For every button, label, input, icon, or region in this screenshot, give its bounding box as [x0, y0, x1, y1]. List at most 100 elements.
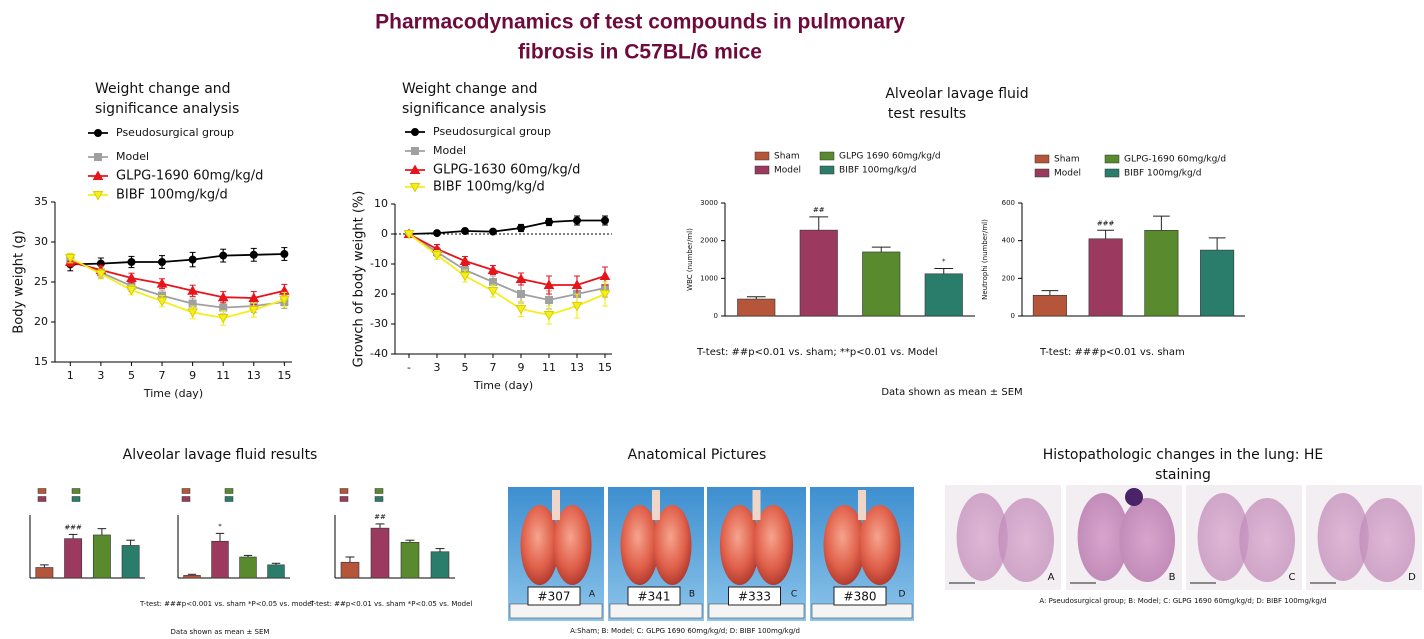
point: [95, 270, 107, 280]
x-tick-label: 7: [490, 361, 497, 374]
annotation: *: [218, 522, 222, 530]
legend-swatch: [224, 488, 234, 494]
bar: [737, 298, 776, 317]
point: [280, 250, 289, 258]
bar: [924, 273, 963, 317]
legend-label: BIBF 100mg/kg/d: [433, 180, 545, 195]
y-tick-label: 0: [714, 312, 718, 320]
chart-title: significance analysis: [402, 101, 546, 117]
bar: [799, 229, 838, 317]
legend-marker: [94, 129, 102, 137]
chart-title: Weight change and: [402, 81, 538, 97]
x-tick-label: 3: [434, 361, 441, 374]
footnote: T-test: ##p<0.01 vs. sham *P<0.05 vs. Mo…: [309, 600, 472, 608]
point: [278, 295, 290, 306]
lung-right: [753, 505, 794, 585]
y-tick-label: 15: [34, 355, 48, 368]
tag-label: #380: [844, 590, 877, 604]
section-title: test results: [888, 106, 966, 122]
tissue-right: [1239, 498, 1296, 582]
trachea: [652, 490, 660, 520]
legend-swatch: [819, 165, 835, 175]
lung-right: [858, 505, 901, 585]
point: [158, 258, 167, 266]
legend-swatch: [1104, 168, 1120, 178]
point: [543, 279, 555, 289]
legend-marker: [411, 147, 419, 155]
panel-label: C: [791, 590, 797, 600]
legend-marker: [409, 183, 421, 193]
section-title: Anatomical Pictures: [628, 447, 767, 463]
lung-left: [520, 505, 559, 585]
tag-label: #333: [738, 590, 771, 604]
point: [219, 251, 228, 260]
y-tick-label: 20: [374, 287, 388, 300]
chart-title: significance analysis: [95, 101, 239, 117]
legend-marker: [409, 164, 421, 174]
point: [461, 227, 469, 235]
bar: [239, 556, 257, 579]
summary: Data shown as mean ± SEM: [881, 387, 1022, 398]
annotation: ###: [1097, 219, 1115, 227]
legend-label: GLPG-1630 60mg/kg/d: [433, 163, 580, 178]
point: [545, 218, 553, 226]
bar: [211, 540, 229, 579]
annotation: ##: [374, 513, 386, 521]
bar: [267, 564, 285, 579]
x-tick-label: -: [407, 361, 411, 374]
point: [64, 254, 76, 264]
summary: Data shown as mean ± SEM: [171, 628, 270, 636]
legend-swatch: [1034, 168, 1050, 178]
tag: [833, 586, 887, 606]
trachea: [752, 490, 761, 520]
legend-label: BIBF 100mg/kg/d: [839, 166, 916, 176]
y-tick-label: 200: [1002, 274, 1015, 282]
caption: A:Sham; B: Model; C: GLPG 1690 60mg/kg/d…: [570, 627, 800, 635]
lung-left: [620, 505, 659, 585]
y-tick-label: 2000: [700, 237, 718, 245]
lesion: [1125, 488, 1143, 506]
ruler: [708, 603, 805, 619]
point: [599, 290, 611, 300]
legend-swatch: [754, 151, 770, 161]
x-tick-label: 3: [97, 369, 104, 382]
section-title: staining: [1155, 467, 1211, 483]
bar: [430, 551, 450, 579]
tissue-left: [1197, 493, 1249, 581]
legend-swatch: [71, 488, 81, 494]
panel-label: B: [689, 590, 695, 600]
tag-label: #341: [638, 590, 671, 604]
point: [249, 250, 258, 259]
point: [126, 272, 137, 282]
tag: [728, 586, 781, 606]
panel-label: C: [1289, 572, 1296, 583]
point: [187, 285, 198, 295]
tag: [527, 586, 581, 606]
legend-label: Sham: [1054, 155, 1080, 165]
lung-right: [653, 505, 692, 585]
y-tick-label: 400: [1002, 237, 1015, 245]
point: [248, 292, 260, 302]
tissue-right: [1359, 498, 1416, 582]
series-line: [70, 253, 285, 266]
y-tick-label: 3000: [700, 199, 718, 207]
point: [543, 311, 555, 321]
annotation: ##: [813, 206, 825, 214]
tissue-left: [1077, 493, 1129, 581]
panel-label: A: [1048, 572, 1055, 583]
page-title: fibrosis in C57BL/6 mice: [518, 41, 762, 64]
trachea: [858, 490, 866, 520]
y-tick-label: 0: [1011, 312, 1015, 320]
footnote: T-test: ###p<0.001 vs. sham *P<0.05 vs. …: [139, 600, 314, 608]
series-line: [408, 233, 606, 316]
tag: [627, 586, 681, 606]
legend-label: BIBF 100mg/kg/d: [116, 188, 228, 203]
point: [515, 273, 527, 283]
trachea: [552, 490, 560, 520]
point: [573, 216, 581, 225]
point: [126, 286, 137, 296]
y-tick-label: 0: [381, 227, 388, 240]
annotation: ###: [64, 523, 82, 531]
x-tick-label: 15: [598, 361, 612, 374]
